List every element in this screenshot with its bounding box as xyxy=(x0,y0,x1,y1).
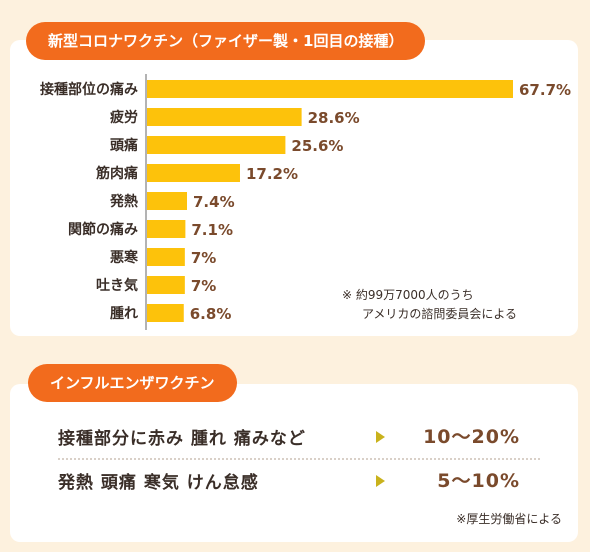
bar xyxy=(147,304,184,322)
covid-bar-chart: 接種部位の痛み 67.7% 疲労 28.6% 頭痛 25.6% 筋肉痛 17.2% 発熱 7.4%… xyxy=(40,74,571,330)
category-label: 疲労 xyxy=(110,109,138,126)
flu-title-pill: インフルエンザワクチン xyxy=(28,364,237,402)
bar xyxy=(147,164,240,182)
value-label: 7% xyxy=(191,249,216,267)
category-label: 関節の痛み xyxy=(68,221,138,238)
value-label: 67.7% xyxy=(519,81,571,99)
row-divider xyxy=(58,458,540,460)
flu-card xyxy=(10,384,578,542)
category-label: 接種部位の痛み xyxy=(40,81,138,98)
bar xyxy=(147,80,513,98)
flu-row: 接種部分に赤み 腫れ 痛みなど 10～20% xyxy=(58,422,540,452)
flu-row-value: 10～20% xyxy=(423,426,520,448)
flu-note: ※厚生労働省による xyxy=(456,512,562,526)
value-label: 7.1% xyxy=(191,221,233,239)
bar xyxy=(147,192,188,210)
category-label: 腫れ xyxy=(110,305,138,322)
category-label: 頭痛 xyxy=(110,137,138,154)
arrow-right-icon xyxy=(376,431,385,443)
covid-note-line2: アメリカの諮問委員会による xyxy=(362,307,518,321)
category-label: 吐き気 xyxy=(96,277,138,294)
covid-title-pill: 新型コロナワクチン（ファイザー製・1回目の接種） xyxy=(26,22,426,60)
flu-row: 発熱 頭痛 寒気 けん怠感 5～10% xyxy=(58,466,540,496)
category-label: 悪寒 xyxy=(110,249,139,266)
category-label: 発熱 xyxy=(109,193,138,210)
bar xyxy=(147,136,286,154)
flu-row-label: 発熱 頭痛 寒気 けん怠感 xyxy=(58,473,259,493)
flu-row-value: 5～10% xyxy=(437,470,520,492)
value-label: 7.4% xyxy=(193,193,235,211)
value-label: 6.8% xyxy=(190,305,232,323)
flu-row-label: 接種部分に赤み 腫れ 痛みなど xyxy=(58,429,306,449)
bar xyxy=(147,276,185,294)
arrow-right-icon xyxy=(376,475,385,487)
bar xyxy=(147,248,185,266)
covid-note-line1: ※ 約99万7000人のうち xyxy=(342,288,474,302)
value-label: 28.6% xyxy=(308,109,360,127)
bar xyxy=(147,220,186,238)
category-label: 筋肉痛 xyxy=(96,165,138,182)
value-label: 7% xyxy=(191,277,216,295)
value-label: 25.6% xyxy=(291,137,343,155)
value-label: 17.2% xyxy=(246,165,298,183)
bar xyxy=(147,108,302,126)
